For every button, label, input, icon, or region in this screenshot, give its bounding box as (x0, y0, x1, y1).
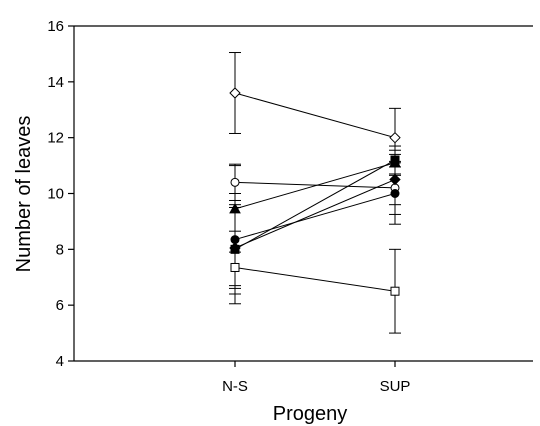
series-line (234, 92, 396, 139)
y-axis-title: Number of leaves (13, 116, 35, 273)
axes (68, 25, 533, 367)
series-line (234, 179, 396, 249)
data-point (230, 177, 240, 187)
series-lines (234, 92, 396, 292)
series-line (234, 266, 396, 292)
tick-labels: 4 6 8 10 12 14 16 N-S SUP (47, 18, 410, 395)
series-line (234, 193, 396, 241)
data-point (230, 244, 240, 254)
series-line (234, 181, 396, 189)
data-point (230, 262, 240, 272)
y-tick-label: 10 (47, 186, 64, 203)
y-tick-label: 14 (47, 74, 64, 91)
y-tick-label: 8 (56, 241, 64, 258)
y-tick-label: 6 (56, 297, 64, 314)
data-point (390, 155, 400, 165)
y-tick-label: 16 (47, 18, 64, 35)
data-point (229, 202, 241, 214)
series-line (234, 162, 396, 210)
error-bars (229, 52, 401, 334)
x-axis-title: Progeny (273, 403, 348, 425)
y-tick-label: 12 (47, 130, 64, 147)
series-line (234, 159, 396, 250)
x-tick-label: SUP (380, 378, 411, 395)
y-tick-label: 4 (56, 353, 64, 370)
data-point (389, 131, 401, 144)
data-point (390, 286, 400, 296)
data-point (389, 173, 401, 186)
series-markers (229, 87, 401, 296)
data-point (390, 189, 400, 198)
data-point (229, 87, 241, 99)
x-tick-label: N-S (222, 378, 248, 395)
